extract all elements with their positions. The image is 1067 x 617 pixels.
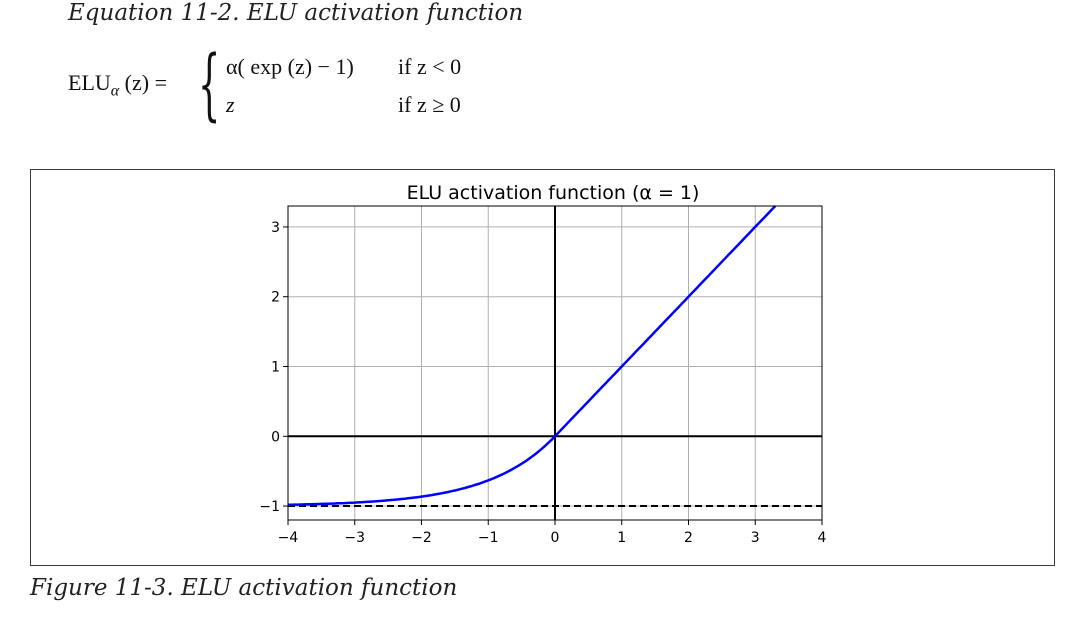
equation-brace: { [198, 40, 221, 130]
y-tick-label: 3 [271, 220, 280, 236]
x-tick-label: −3 [344, 530, 365, 546]
figure-caption: Figure 11-3. ELU activation function [30, 575, 458, 601]
equation-lhs: ELUα (z) = [68, 70, 167, 100]
x-tick-label: −1 [478, 530, 499, 546]
equation-lhs-subscript: α [110, 82, 120, 100]
equation-case1-cond: if z < 0 [398, 54, 462, 79]
figure-frame: ELU activation function (α = 1) −4 −3 −2 −1… [30, 169, 1055, 566]
equation-case1-expr: α( exp (z) − 1) [226, 54, 354, 79]
equation-lhs-name: ELU [68, 70, 111, 95]
x-tick-label: −2 [411, 530, 432, 546]
x-tick-label: 3 [751, 530, 760, 546]
x-tick-label: 0 [551, 530, 560, 546]
x-tick-label: 1 [617, 530, 626, 546]
series-layer [287, 205, 777, 507]
chart-title: ELU activation function (α = 1) [407, 182, 700, 204]
reference-lines [288, 206, 822, 520]
equation-lhs-arg: (z) = [124, 70, 167, 95]
equation-case2-expr: z [226, 92, 235, 117]
x-tick-label: 2 [684, 530, 693, 546]
tick-layer: −4 −3 −2 −1 0 1 2 3 4 −1 0 1 2 3 [259, 220, 826, 546]
equation-case2-cond: if z ≥ 0 [398, 92, 461, 117]
y-tick-label: −1 [259, 499, 280, 515]
y-tick-label: 0 [271, 429, 280, 445]
x-tick-label: −4 [278, 530, 299, 546]
elu-equation: ELUα (z) = { α( exp (z) − 1) if z < 0 z … [68, 46, 668, 132]
y-tick-label: 2 [271, 290, 280, 306]
elu-chart: ELU activation function (α = 1) −4 −3 −2 −1… [259, 182, 826, 546]
x-tick-label: 4 [818, 530, 827, 546]
elu-curve [287, 205, 777, 507]
y-tick-label: 1 [271, 359, 280, 375]
equation-caption: Equation 11-2. ELU activation function [68, 0, 524, 26]
